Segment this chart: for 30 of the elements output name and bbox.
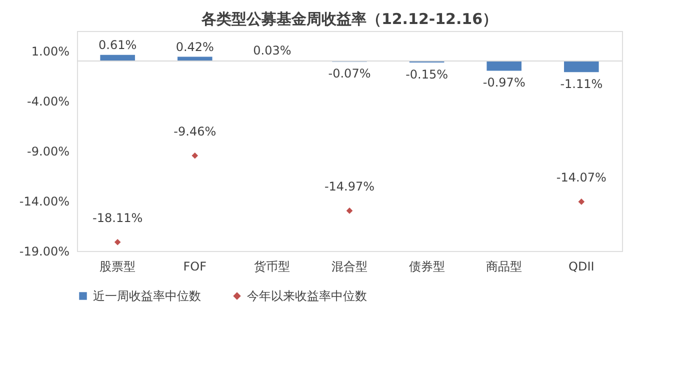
y-tick-label: -9.00% (27, 144, 70, 158)
point (346, 208, 353, 214)
data-label: -18.11% (92, 211, 143, 226)
data-label: -0.07% (328, 66, 371, 81)
x-tick-label: 股票型 (100, 260, 136, 274)
point (114, 238, 121, 246)
data-label: 0.42% (176, 40, 214, 54)
point (192, 152, 198, 159)
x-tick-label: FOF (183, 260, 207, 274)
x-tick-label: 商品型 (486, 260, 522, 274)
data-label: -1.11% (560, 77, 603, 92)
y-tick-label: -14.00% (19, 194, 70, 208)
y-tick-label: -19.00% (19, 244, 70, 258)
data-label: -14.07% (556, 170, 606, 185)
data-label: -14.97% (324, 180, 375, 194)
legend-label: 今年以来收益率中位数 (247, 289, 367, 303)
x-tick-label: 混合型 (332, 260, 368, 274)
point (578, 198, 585, 205)
data-label: -0.97% (482, 76, 526, 90)
x-tick-label: 债券型 (408, 260, 445, 274)
legend-label: 近一周收益率中位数 (93, 289, 201, 303)
y-tick-label: -4.00% (27, 94, 70, 108)
data-label: -0.15% (406, 68, 448, 82)
y-tick-label: 1.00% (31, 44, 70, 58)
x-tick-label: QDII (568, 260, 594, 274)
data-label: 0.61% (98, 38, 137, 52)
data-label: 0.03% (253, 44, 292, 58)
chart-title: 各类型公募基金周收益率（12.12-12.16） (200, 10, 498, 28)
data-label: -9.46% (174, 124, 216, 139)
x-tick-label: 货币型 (254, 260, 290, 274)
